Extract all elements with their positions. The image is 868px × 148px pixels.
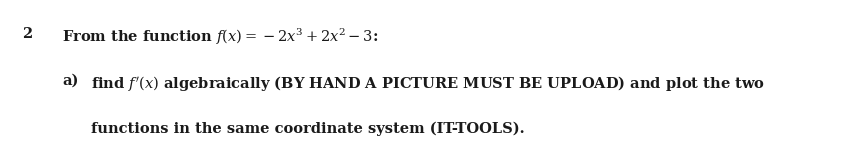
Text: From the function $f(x) = -2x^3 + 2x^2 - 3$:: From the function $f(x) = -2x^3 + 2x^2 -… bbox=[62, 27, 379, 47]
Text: functions in the same coordinate system (IT-TOOLS).: functions in the same coordinate system … bbox=[91, 121, 525, 136]
Text: 2: 2 bbox=[22, 27, 32, 41]
Text: a): a) bbox=[62, 74, 79, 88]
Text: find $f'(x)$ algebraically (BY HAND A PICTURE MUST BE UPLOAD) and plot the two: find $f'(x)$ algebraically (BY HAND A PI… bbox=[91, 74, 765, 93]
